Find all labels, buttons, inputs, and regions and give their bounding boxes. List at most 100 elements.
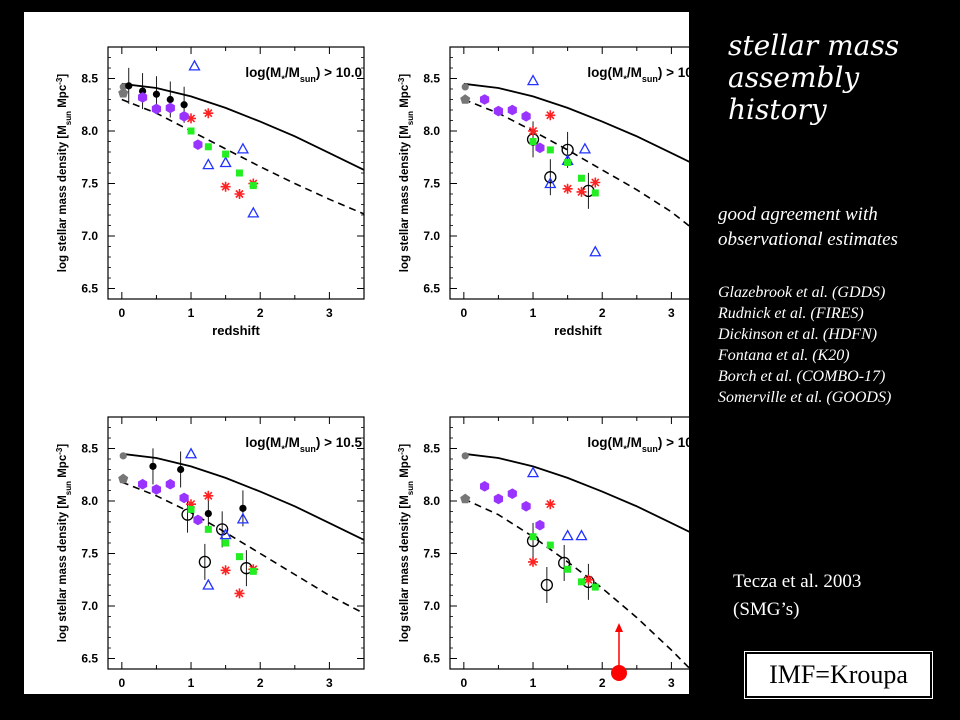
asterisk-marker bbox=[528, 556, 538, 567]
y-tick-label: 7.5 bbox=[423, 547, 440, 561]
y-tick-label: 7.0 bbox=[423, 599, 440, 613]
filled-square-marker bbox=[222, 539, 230, 547]
filled-hexagon-marker bbox=[138, 478, 148, 490]
y-tick-label: 7.5 bbox=[81, 547, 98, 561]
filled-hexagon-marker bbox=[535, 142, 545, 154]
filled-square-marker bbox=[204, 143, 212, 151]
filled-hexagon-marker bbox=[507, 104, 517, 116]
x-axis-label: redshift bbox=[554, 693, 602, 694]
reference-list: Glazebrook et al. (GDDS) Rudnick et al. … bbox=[718, 282, 958, 408]
open-triangle-marker bbox=[236, 142, 250, 154]
asterisk-marker bbox=[220, 181, 231, 192]
asterisk-marker bbox=[528, 126, 538, 136]
plot-frame bbox=[107, 416, 365, 670]
x-tick-label: 1 bbox=[530, 306, 537, 320]
y-tick-label: 6.5 bbox=[81, 282, 98, 296]
chart-title: log(M*/Msun) > 10.8 bbox=[587, 435, 689, 454]
agreement-heading: good agreement with observational estima… bbox=[718, 202, 958, 252]
filled-square-marker bbox=[577, 578, 585, 586]
filled-hexagon-marker bbox=[179, 111, 189, 122]
y-tick-label: 7.0 bbox=[81, 229, 98, 243]
open-triangle-marker bbox=[184, 447, 198, 459]
chart-title: log(M*/Msun) > 10.0 bbox=[245, 65, 362, 84]
y-tick-label: 7.5 bbox=[81, 177, 98, 191]
title-line: stellar mass bbox=[728, 29, 900, 62]
reference-item: Borch et al. (COMBO-17) bbox=[718, 368, 886, 385]
heading-line: good agreement with bbox=[718, 204, 878, 225]
open-triangle-marker bbox=[219, 156, 232, 168]
filled-circle-marker bbox=[461, 452, 469, 460]
model-solid-line bbox=[121, 82, 365, 171]
filled-circle-marker bbox=[239, 504, 247, 512]
filled-hexagon-marker bbox=[535, 519, 545, 531]
filled-circle-marker bbox=[125, 82, 133, 90]
filled-square-marker bbox=[204, 525, 212, 533]
citation-line: Tecza et al. 2003 bbox=[733, 571, 862, 592]
open-triangle-marker bbox=[561, 529, 574, 541]
open-triangle-marker bbox=[219, 528, 232, 540]
notes: good agreement with observational estima… bbox=[718, 202, 958, 408]
heading-line: observational estimates bbox=[718, 229, 898, 250]
plot-frame bbox=[449, 416, 689, 670]
filled-square-marker bbox=[529, 533, 537, 541]
filled-circle-marker bbox=[152, 90, 161, 98]
x-tick-label: 0 bbox=[118, 306, 125, 320]
y-tick-label: 8.5 bbox=[81, 72, 98, 86]
filled-hexagon-marker bbox=[193, 139, 203, 150]
y-tick-label: 6.5 bbox=[81, 652, 98, 666]
y-tick-label: 8.5 bbox=[423, 72, 440, 86]
open-triangle-marker bbox=[589, 245, 602, 257]
model-dashed-line bbox=[121, 98, 365, 215]
open-circle-marker bbox=[544, 171, 557, 184]
asterisk-marker bbox=[545, 110, 556, 121]
filled-hexagon-marker bbox=[507, 488, 517, 499]
filled-hexagon-marker bbox=[193, 514, 203, 526]
asterisk-marker bbox=[186, 113, 196, 124]
x-axis-label: redshift bbox=[212, 323, 260, 338]
y-tick-label: 6.5 bbox=[423, 652, 440, 666]
y-tick-label: 8.0 bbox=[81, 124, 98, 138]
open-triangle-marker bbox=[526, 74, 540, 86]
model-solid-line bbox=[463, 452, 689, 533]
chart-panel: 0 1 2 3 6.5 7.0 7.5 8.0 8.5 redshift log stellar m… bbox=[55, 46, 365, 338]
x-tick-label: 3 bbox=[326, 306, 333, 320]
y-axis-label: log stellar mass density [Msun Mpc-3] bbox=[397, 74, 415, 273]
filled-circle-marker bbox=[149, 462, 157, 470]
x-tick-label: 0 bbox=[460, 306, 467, 320]
filled-square-marker bbox=[249, 567, 257, 575]
x-tick-label: 3 bbox=[668, 306, 675, 320]
chart-panel: 0 1 2 3 6.5 7.0 7.5 8.0 8.5 redshift log stellar m… bbox=[397, 416, 689, 694]
filled-pentagon-marker bbox=[460, 94, 471, 104]
chart-panel: 0 1 2 3 6.5 7.0 7.5 8.0 8.5 redshift log stellar m… bbox=[55, 416, 365, 694]
figure-panel: 0 1 2 3 6.5 7.0 7.5 8.0 8.5 redshift log stellar m… bbox=[24, 12, 689, 694]
asterisk-marker bbox=[562, 183, 573, 194]
filled-square-marker bbox=[546, 146, 554, 154]
filled-hexagon-marker bbox=[151, 103, 161, 115]
filled-hexagon-marker bbox=[165, 478, 175, 490]
open-triangle-marker bbox=[247, 206, 260, 218]
filled-hexagon-marker bbox=[521, 111, 531, 122]
filled-circle-marker bbox=[461, 83, 469, 91]
y-tick-label: 7.5 bbox=[423, 177, 440, 191]
filled-square-marker bbox=[187, 127, 195, 135]
filled-square-marker bbox=[529, 138, 537, 145]
x-tick-label: 1 bbox=[188, 306, 195, 320]
filled-pentagon-marker bbox=[460, 493, 471, 504]
imf-label-box: IMF=Kroupa bbox=[744, 651, 933, 699]
filled-square-marker bbox=[591, 583, 599, 591]
y-axis-label: log stellar mass density [Msun Mpc-3] bbox=[397, 444, 415, 643]
model-dashed-line bbox=[121, 481, 365, 615]
filled-hexagon-marker bbox=[521, 501, 531, 512]
asterisk-marker bbox=[234, 189, 245, 199]
y-tick-label: 8.0 bbox=[81, 494, 98, 508]
y-axis-label: log stellar mass density [Msun Mpc-3] bbox=[55, 74, 73, 273]
x-tick-label: 1 bbox=[530, 676, 537, 690]
reference-item: Somerville et al. (GOODS) bbox=[718, 389, 892, 406]
open-triangle-marker bbox=[202, 158, 215, 170]
filled-square-marker bbox=[235, 553, 243, 561]
y-tick-label: 6.5 bbox=[423, 282, 440, 296]
slide-title: stellar mass assembly history bbox=[728, 30, 948, 126]
reference-item: Fontana et al. (K20) bbox=[718, 347, 850, 364]
x-axis-label: redshift bbox=[554, 323, 602, 338]
asterisk-marker bbox=[203, 490, 214, 501]
